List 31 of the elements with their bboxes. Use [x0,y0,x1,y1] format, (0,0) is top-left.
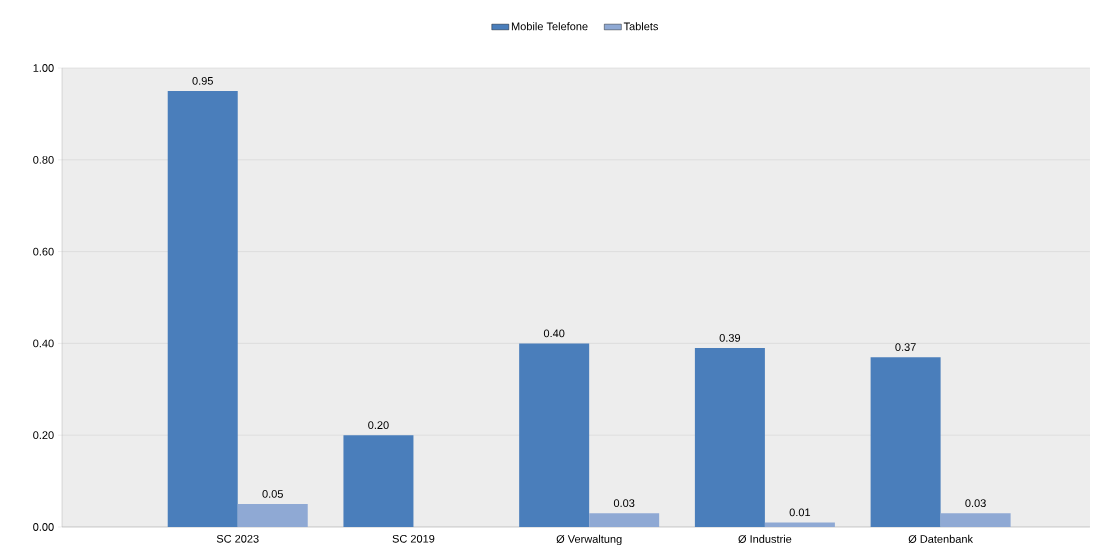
bar [940,513,1011,527]
bar [870,357,941,527]
y-tick-label: 0.80 [33,155,54,164]
data-label: 0.20 [368,421,389,429]
legend-label: Mobile Telefone [511,22,588,31]
data-label: 0.95 [192,76,213,85]
bar [694,347,765,527]
data-label: 0.39 [719,334,741,342]
bar [764,522,835,527]
bar [237,504,308,527]
y-tick-label: 0.00 [33,523,54,531]
legend-label: Tablets [623,22,659,31]
bar [343,435,414,527]
data-label: 0.40 [543,329,565,338]
data-label: 0.37 [895,343,916,351]
bar [589,513,660,527]
y-tick-label: 0.20 [33,431,54,440]
data-label: 0.03 [965,499,986,508]
x-tick-label: SC 2023 [216,534,259,543]
bar [519,343,590,527]
x-tick-label: SC 2019 [392,534,435,543]
data-label: 0.03 [613,499,635,508]
data-label: 0.05 [262,490,283,498]
data-label: 0.01 [789,508,811,517]
bar [167,90,238,527]
x-tick-label: Ø Verwaltung [556,534,622,546]
x-tick-label: Ø Industrie [738,534,792,544]
x-tick-label: Ø Datenbank [908,534,974,544]
y-tick-label: 0.40 [33,339,54,348]
y-tick-label: 0.60 [33,247,54,256]
y-tick-label: 1.00 [33,64,54,72]
